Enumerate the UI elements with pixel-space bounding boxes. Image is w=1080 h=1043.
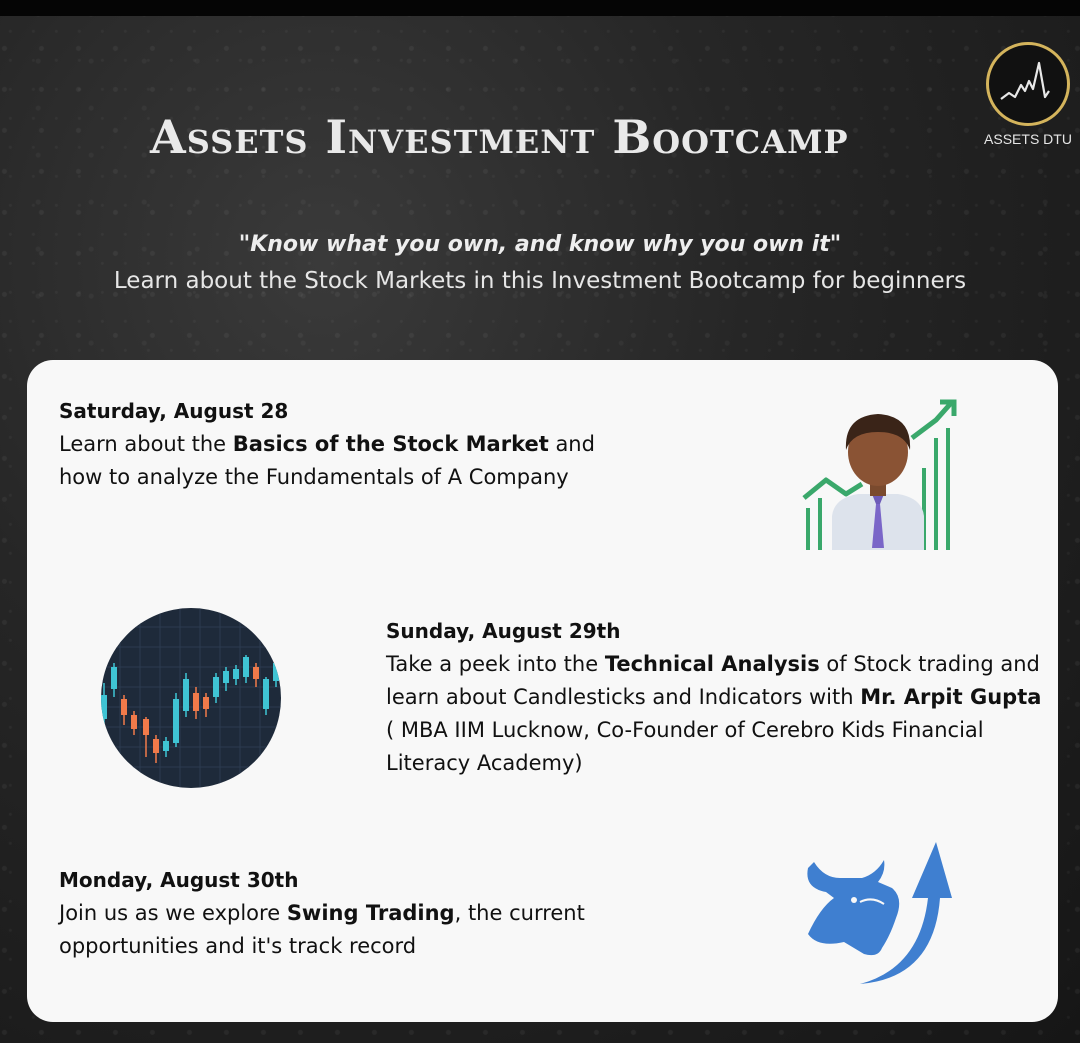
- desc-highlight: Basics of the Stock Market: [232, 432, 549, 456]
- candle-body: [163, 741, 169, 751]
- logo-label: ASSETS DTU: [984, 131, 1072, 147]
- candle-body: [273, 663, 279, 681]
- session-monday: Monday, August 30th Join us as we explor…: [59, 864, 619, 963]
- candle-body: [173, 699, 179, 743]
- candle-body: [101, 695, 107, 719]
- session-date: Monday, August 30th: [59, 868, 299, 892]
- assets-dtu-logo-icon: [986, 42, 1070, 126]
- session-description: Take a peek into the Technical Analysis …: [386, 648, 1056, 780]
- desc-text: Learn about the: [59, 432, 233, 456]
- candle-body: [213, 677, 219, 697]
- candle-body: [203, 697, 209, 709]
- page-title: Assets Investment Bootcamp: [150, 110, 849, 164]
- session-saturday: Saturday, August 28 Learn about the Basi…: [59, 395, 639, 494]
- desc-text: Join us as we explore: [59, 901, 287, 925]
- candle-body: [111, 667, 117, 689]
- candle-body: [153, 739, 159, 753]
- tagline: Learn about the Stock Markets in this In…: [113, 268, 967, 294]
- quote: "Know what you own, and know why you own…: [238, 232, 842, 257]
- desc-highlight: Technical Analysis: [604, 652, 820, 676]
- candle-body: [143, 719, 149, 735]
- session-sunday: Sunday, August 29th Take a peek into the…: [386, 615, 1056, 780]
- desc-text: ( MBA IIM Lucknow, Co-Founder of Cerebro…: [386, 718, 984, 775]
- candle-body: [233, 669, 239, 679]
- candle-body: [121, 699, 127, 715]
- bull-arrow-icon: [807, 842, 952, 984]
- session-description: Learn about the Basics of the Stock Mark…: [59, 428, 639, 494]
- desc-text: , the current opportunities and it's tra…: [59, 901, 585, 958]
- candle-body: [223, 671, 229, 683]
- candle-body: [131, 715, 137, 729]
- businessman-growth-chart-icon: [802, 399, 957, 550]
- candle-body: [183, 679, 189, 711]
- candle-body: [243, 657, 249, 677]
- desc-text: and how to analyze the Fundamentals of A…: [59, 432, 595, 489]
- desc-text: Take a peek into the: [386, 652, 605, 676]
- session-description: Join us as we explore Swing Trading, the…: [59, 897, 619, 963]
- candle-body: [193, 693, 199, 711]
- session-date: Saturday, August 28: [59, 399, 289, 423]
- candlestick-chart-icon: [101, 608, 281, 788]
- session-date: Sunday, August 29th: [386, 619, 621, 643]
- candle-body: [253, 667, 259, 679]
- desc-highlight: Swing Trading: [286, 901, 455, 925]
- speaker-name: Mr. Arpit Gupta: [860, 685, 1042, 709]
- top-bar: [0, 0, 1080, 16]
- candle-body: [263, 679, 269, 709]
- desc-text: of Stock trading and learn about Candles…: [386, 652, 1040, 709]
